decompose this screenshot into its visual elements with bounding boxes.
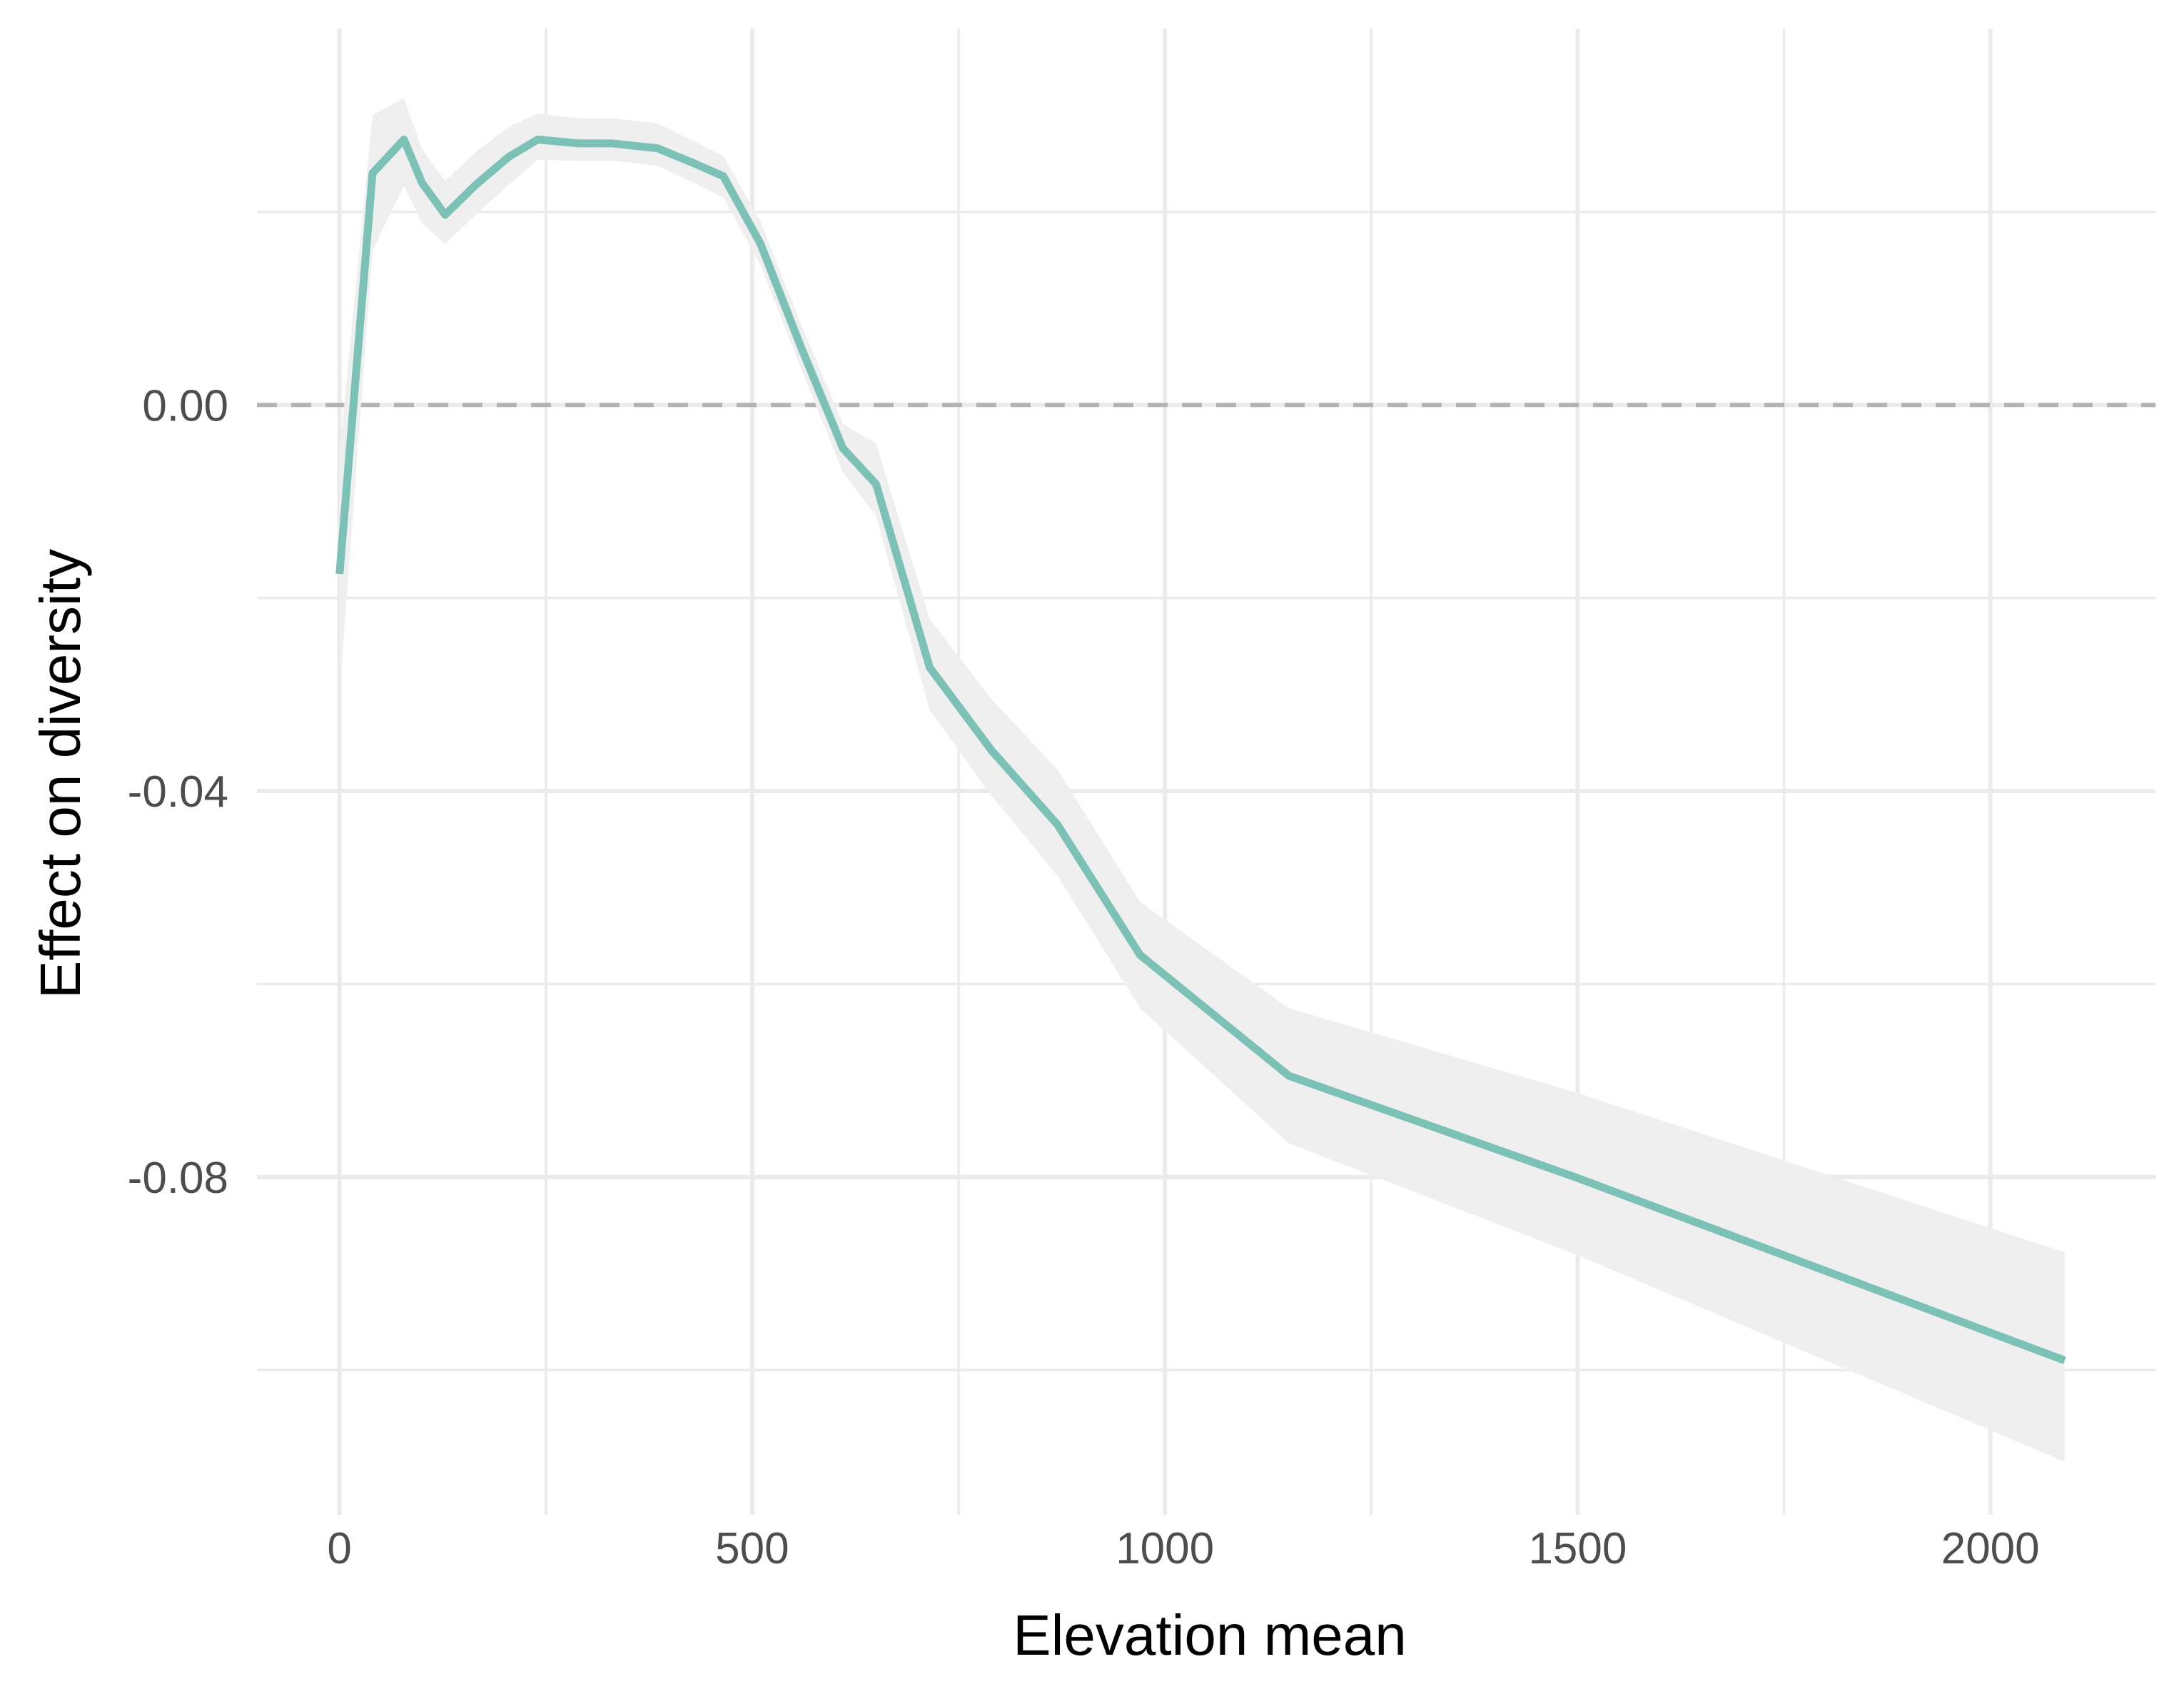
- series-line-layer: [335, 136, 2066, 1364]
- x-tick-label: 0: [327, 1524, 351, 1573]
- confidence-ribbon-layer: [339, 98, 2065, 1462]
- y-axis-title: Effect on diversity: [29, 549, 92, 999]
- x-tick-label: 500: [715, 1524, 789, 1573]
- x-tick-label: 1000: [1116, 1524, 1214, 1573]
- y-tick-label: -0.04: [128, 767, 228, 817]
- y-axis-tick-labels: 0.00 -0.04 -0.08: [128, 381, 228, 1203]
- x-axis-title: Elevation mean: [1013, 1603, 1406, 1667]
- effect-line: [335, 136, 2066, 1364]
- x-axis-tick-labels: 0 500 1000 1500 2000: [327, 1524, 2039, 1573]
- major-gridlines: [257, 29, 2155, 1515]
- y-tick-label: -0.08: [128, 1154, 228, 1203]
- minor-gridlines: [257, 29, 2155, 1515]
- x-tick-label: 1500: [1528, 1524, 1627, 1573]
- y-tick-label: 0.00: [142, 381, 228, 430]
- confidence-ribbon: [339, 98, 2065, 1462]
- x-tick-label: 2000: [1941, 1524, 2040, 1573]
